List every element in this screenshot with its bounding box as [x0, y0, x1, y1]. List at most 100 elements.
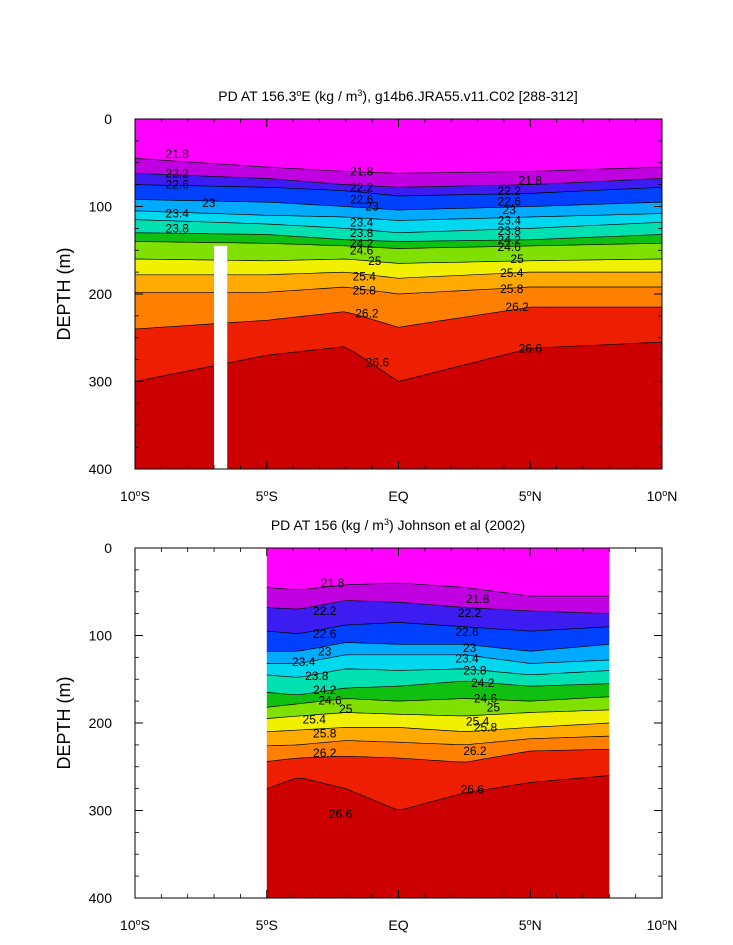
y-tick-label: 200 — [89, 286, 113, 302]
density-band — [266, 548, 610, 597]
contour-label: 22.2 — [498, 184, 522, 198]
contour-label: 22.6 — [455, 625, 479, 639]
density-band — [135, 259, 662, 279]
contour-label: 23.8 — [498, 224, 522, 238]
density-band — [266, 709, 610, 732]
contour-label: 24.2 — [471, 676, 495, 690]
panel2-title: PD AT 156 (kg / m3) Johnson et al (2002) — [271, 517, 525, 533]
contour-label: 22.6 — [498, 194, 522, 208]
contour-line — [266, 680, 610, 696]
contour-label: 23.4 — [350, 215, 374, 229]
density-band — [266, 642, 610, 664]
contour-label: 25.4 — [353, 270, 377, 284]
contour-label: 26.2 — [505, 300, 529, 314]
contour-label: 26.2 — [463, 744, 487, 758]
panel2-plot: 21.822.222.62323.423.824.224.62525.425.8… — [54, 540, 677, 933]
contour-line — [266, 654, 610, 664]
contour-label: 26.6 — [519, 341, 543, 355]
y-tick-label: 0 — [104, 540, 112, 556]
contour-label: 23.8 — [305, 669, 329, 683]
contour-label: 23.4 — [166, 207, 190, 221]
contour-label: 26.6 — [329, 807, 353, 821]
contour-line — [266, 622, 610, 634]
contour-label: 22.6 — [166, 178, 190, 192]
y-tick-label: 300 — [89, 803, 113, 819]
contour-label: 24.2 — [350, 236, 374, 250]
contour-label: 25.8 — [474, 720, 498, 734]
contour-label: 23 — [463, 641, 477, 655]
contour-line — [135, 158, 662, 174]
y-tick-label: 0 — [104, 111, 112, 127]
contour-label: 24.6 — [498, 240, 522, 254]
density-band — [266, 696, 610, 719]
contour-label: 24.2 — [313, 683, 337, 697]
y-tick-label: 400 — [89, 461, 113, 477]
contour-line — [266, 735, 610, 747]
x-tick-label: 5oS — [256, 488, 278, 504]
density-band — [266, 583, 610, 614]
contour-line — [266, 642, 610, 652]
contour-label: 25.8 — [353, 284, 377, 298]
contour-label: 21.8 — [321, 576, 345, 590]
density-band — [266, 723, 610, 746]
contour-label: 24.6 — [474, 692, 498, 706]
density-band — [135, 158, 662, 188]
contour-label: 22.2 — [458, 606, 482, 620]
contour-label: 24.2 — [498, 233, 522, 247]
x-tick-label: EQ — [388, 917, 408, 933]
contour-label: 22.6 — [350, 193, 374, 207]
contour-label: 23.8 — [350, 226, 374, 240]
contour-label: 24.6 — [318, 693, 342, 707]
x-tick-label: 10oS — [120, 488, 150, 504]
contour-label: 22.2 — [166, 166, 190, 180]
y-tick-label: 400 — [89, 890, 113, 906]
density-band — [266, 775, 610, 898]
contour-line — [135, 172, 662, 188]
contour-label: 25.8 — [500, 282, 524, 296]
contour-line — [135, 184, 662, 197]
contour-line — [266, 696, 610, 708]
contour-label: 25 — [339, 702, 353, 716]
contour-label: 25.8 — [313, 727, 337, 741]
density-band — [135, 219, 662, 242]
panel1-plot: 21.822.222.62323.423.821.822.222.62323.4… — [54, 111, 677, 504]
density-band — [135, 342, 662, 469]
y-axis-label: DEPTH (m) — [54, 248, 74, 341]
contour-line — [266, 600, 610, 614]
density-band — [266, 736, 610, 762]
contour-line — [135, 199, 662, 211]
contour-label: 23.8 — [166, 221, 190, 235]
contour-label: 25.4 — [466, 714, 490, 728]
contour-label: 26.6 — [366, 355, 390, 369]
contour-line — [266, 775, 610, 810]
contour-line — [135, 232, 662, 242]
density-band — [266, 654, 610, 678]
contour-label: 21.8 — [166, 147, 190, 161]
y-tick-label: 300 — [89, 374, 113, 390]
contour-line — [266, 722, 610, 733]
contour-label: 25 — [487, 700, 501, 714]
density-band — [266, 622, 610, 652]
contour-label: 23.8 — [463, 664, 487, 678]
contour-label: 21.8 — [466, 592, 490, 606]
contour-line — [135, 210, 662, 221]
density-band — [135, 241, 662, 264]
contour-label: 23 — [365, 200, 379, 214]
contour-label: 22.2 — [350, 180, 374, 194]
density-band — [135, 272, 662, 294]
contour-line — [266, 668, 610, 678]
contour-label: 24.6 — [350, 243, 374, 257]
x-tick-label: 5oN — [519, 488, 542, 504]
y-tick-label: 200 — [89, 715, 113, 731]
x-tick-label: 10oN — [647, 488, 678, 504]
contour-label: 26.6 — [461, 783, 485, 797]
contour-label: 25 — [368, 254, 382, 268]
contour-label: 25.4 — [303, 713, 327, 727]
contour-label: 23.4 — [455, 651, 479, 665]
contour-label: 21.8 — [519, 173, 543, 187]
contour-line — [135, 219, 662, 234]
contour-label: 22.6 — [313, 627, 337, 641]
contour-label: 26.2 — [313, 746, 337, 760]
density-band — [135, 232, 662, 249]
